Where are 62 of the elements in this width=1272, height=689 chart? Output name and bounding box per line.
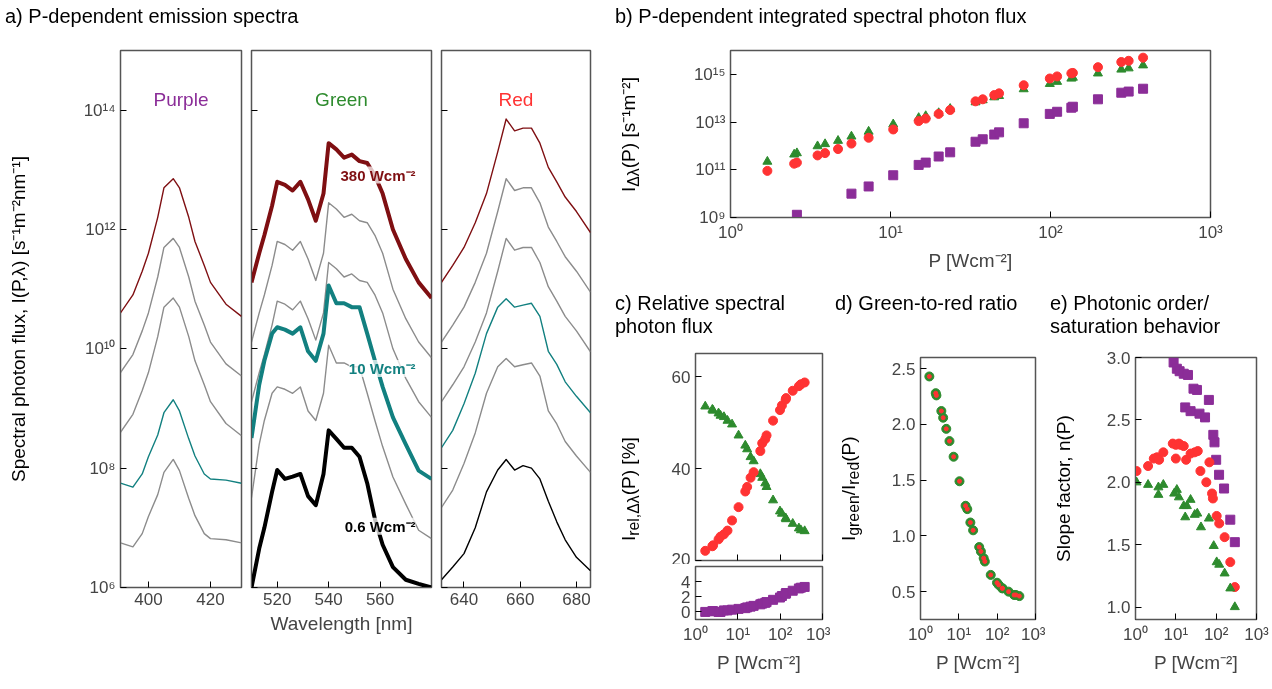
x-tick-label: 10⁰ xyxy=(683,624,708,644)
y-tick-label: 2.0 xyxy=(891,415,916,435)
x-tick-label: 660 xyxy=(506,589,535,609)
y-tick-label: 60 xyxy=(671,367,691,387)
y-axis-title: Spectral photon flux, I(P,λ) [s⁻¹m⁻²nm⁻¹] xyxy=(7,155,30,485)
x-tick-label: 520 xyxy=(263,589,292,609)
y-tick-label: 10⁸ xyxy=(89,458,116,478)
x-tick-label: 10³ xyxy=(1244,624,1270,644)
y-tick-label: 2.5 xyxy=(891,359,916,379)
x-tick-label: 10² xyxy=(984,624,1010,644)
x-tick-label: 10³ xyxy=(805,624,831,644)
y-tick-label: 3.0 xyxy=(1106,348,1131,368)
series-label: 380 Wcm⁻² xyxy=(340,166,416,184)
series-label: 10 Wcm⁻² xyxy=(348,359,416,377)
x-axis-title: P [Wcm⁻²] xyxy=(935,651,1020,673)
x-tick-label: 10¹ xyxy=(878,222,904,242)
y-tick-label: 1.0 xyxy=(891,526,916,546)
x-axis-title: Wavelength [nm] xyxy=(270,612,413,634)
chart-title: b) P-dependent integrated spectral photon flux xyxy=(615,5,1027,28)
x-tick-label: 10¹ xyxy=(946,624,972,644)
x-axis-title: P [Wcm⁻²] xyxy=(716,651,801,673)
x-tick-label: 10² xyxy=(1203,624,1229,644)
y-tick-label: 10¹³ xyxy=(695,112,726,132)
x-tick-label: 10² xyxy=(767,624,793,644)
x-tick-label: 10³ xyxy=(1198,222,1224,242)
x-tick-label: 540 xyxy=(314,589,343,609)
x-tick-label: 640 xyxy=(449,589,479,609)
y-tick-label: 20 xyxy=(671,549,691,569)
x-tick-label: 420 xyxy=(196,589,225,609)
x-tick-label: 10¹ xyxy=(725,624,751,644)
y-tick-label: 10¹² xyxy=(85,220,116,239)
x-tick-label: 10³ xyxy=(1020,624,1046,644)
series-label: 0.6 Wcm⁻² xyxy=(344,517,416,535)
x-tick-label: 10² xyxy=(1038,222,1064,242)
y-axis-title: Slope factor, n(P) xyxy=(1052,414,1075,565)
chart-title: d) Green-to-red ratio xyxy=(835,292,1018,315)
x-tick-label: 10⁰ xyxy=(1123,624,1148,644)
y-tick-label: 10¹⁰ xyxy=(84,339,116,359)
y-tick-label: 2.0 xyxy=(1106,473,1131,493)
annotation: Green xyxy=(315,88,368,110)
x-tick-label: 400 xyxy=(134,589,163,609)
x-axis-title: P [Wcm⁻²] xyxy=(928,249,1013,271)
x-tick-label: 10⁰ xyxy=(908,624,933,644)
chart-title: c) Relative spectral photon flux xyxy=(615,292,787,338)
x-tick-label: 560 xyxy=(365,589,395,609)
chart-title: a) P-dependent emission spectra xyxy=(5,5,299,28)
y-tick-label: 0.5 xyxy=(891,582,916,602)
y-tick-label: 1.5 xyxy=(1106,535,1131,555)
y-tick-label: 10¹⁵ xyxy=(693,64,726,84)
x-tick-label: 680 xyxy=(562,589,591,609)
y-tick-label: 10¹⁴ xyxy=(83,100,116,120)
x-tick-label: 10¹ xyxy=(1163,624,1189,644)
x-axis-title: P [Wcm⁻²] xyxy=(1153,651,1238,673)
y-tick-label: 10¹¹ xyxy=(695,160,726,180)
annotation: Purple xyxy=(153,88,209,110)
annotation: Red xyxy=(498,88,534,110)
chart-title: e) Photonic order/ saturation behavior xyxy=(1050,292,1222,338)
y-tick-label: 1.5 xyxy=(891,471,916,491)
y-tick-label: 2.5 xyxy=(1106,410,1131,430)
y-tick-label: 40 xyxy=(671,459,691,479)
y-tick-label: 10⁶ xyxy=(89,578,116,597)
y-tick-label: 1.0 xyxy=(1106,598,1131,618)
